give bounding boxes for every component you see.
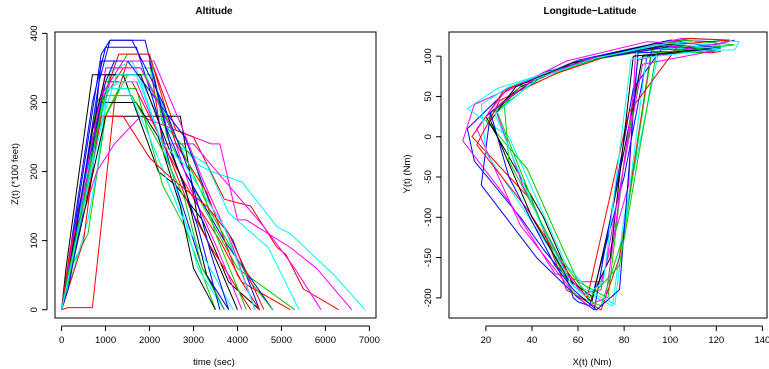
- lonlat-series-line-12: [490, 42, 717, 297]
- lonlat-y-tick-label: -150: [423, 248, 434, 267]
- lonlat-x-tick-label: 120: [708, 335, 724, 346]
- altitude-y-tick-label: 100: [29, 233, 40, 249]
- lonlat-x-ticks: 20 40 60 80 100 120 140: [481, 325, 769, 346]
- altitude-series-line-15: [61, 81, 225, 310]
- lonlat-x-axis-label: X(t) (Nm): [572, 357, 611, 368]
- altitude-x-tick-label: 2000: [139, 335, 160, 346]
- lonlat-y-tick-label: 0: [423, 134, 434, 139]
- lonlat-series-line-1: [462, 37, 729, 283]
- lonlat-y-tick-label: 50: [423, 91, 434, 102]
- lonlat-y-tick-label: -50: [423, 170, 434, 184]
- lonlat-y-ticks: -200 -150 -100 -50 0 50 100: [423, 48, 442, 307]
- lonlat-y-tick-label: -100: [423, 208, 434, 227]
- altitude-series-line-27: [61, 74, 256, 310]
- lonlat-series-line-7: [476, 41, 717, 307]
- lonlat-series-lines: [462, 37, 740, 311]
- altitude-x-tick-label: 7000: [359, 335, 380, 346]
- longitude-latitude-panel: Longitude−Latitude X(t) (Nm) Y(t) (Nm) 2…: [402, 6, 769, 368]
- lonlat-y-axis-label: Y(t) (Nm): [402, 154, 413, 193]
- altitude-y-tick-label: 400: [29, 25, 40, 41]
- lonlat-x-tick-label: 40: [527, 335, 538, 346]
- lonlat-x-tick-label: 60: [573, 335, 584, 346]
- altitude-y-tick-label: 300: [29, 95, 40, 111]
- lonlat-series-line-2: [466, 37, 740, 307]
- lonlat-plot-frame: [448, 31, 768, 319]
- altitude-x-tick-label: 3000: [183, 335, 204, 346]
- lonlat-y-tick-label: 100: [423, 48, 434, 64]
- altitude-series-line-4: [61, 115, 353, 311]
- altitude-x-tick-label: 4000: [227, 335, 248, 346]
- altitude-y-ticks: 0 100 200 300 400: [29, 25, 48, 312]
- lonlat-x-tick-label: 20: [481, 335, 492, 346]
- altitude-series-lines: [61, 39, 366, 311]
- lonlat-series-line-15: [494, 42, 719, 297]
- lonlat-chart-title: Longitude−Latitude: [543, 6, 636, 17]
- altitude-panel: Altitude time (sec) Z(t) (*100 feet) 0 10…: [10, 6, 380, 368]
- lonlat-x-tick-label: 140: [754, 335, 769, 346]
- altitude-y-axis-label: Z(t) (*100 feet): [10, 143, 21, 205]
- altitude-chart-title: Altitude: [195, 6, 233, 17]
- altitude-series-line-25: [61, 39, 230, 310]
- altitude-y-tick-label: 0: [29, 307, 40, 312]
- altitude-x-ticks: 0 1000 2000 3000 4000 5000 6000 7000: [59, 325, 380, 346]
- altitude-y-tick-label: 200: [29, 164, 40, 180]
- altitude-x-tick-label: 0: [59, 335, 64, 346]
- altitude-series-line-26: [61, 95, 225, 310]
- altitude-x-tick-label: 6000: [315, 335, 336, 346]
- lonlat-series-line-3: [485, 43, 712, 299]
- altitude-x-tick-label: 1000: [95, 335, 116, 346]
- altitude-x-tick-label: 5000: [271, 335, 292, 346]
- altitude-x-axis-label: time (sec): [193, 357, 235, 368]
- lonlat-x-tick-label: 100: [662, 335, 678, 346]
- lonlat-y-tick-label: -200: [423, 288, 434, 307]
- altitude-series-line-23: [61, 74, 225, 310]
- altitude-plot-frame: [54, 31, 377, 319]
- altitude-series-line-11: [61, 115, 238, 310]
- lonlat-x-tick-label: 80: [619, 335, 630, 346]
